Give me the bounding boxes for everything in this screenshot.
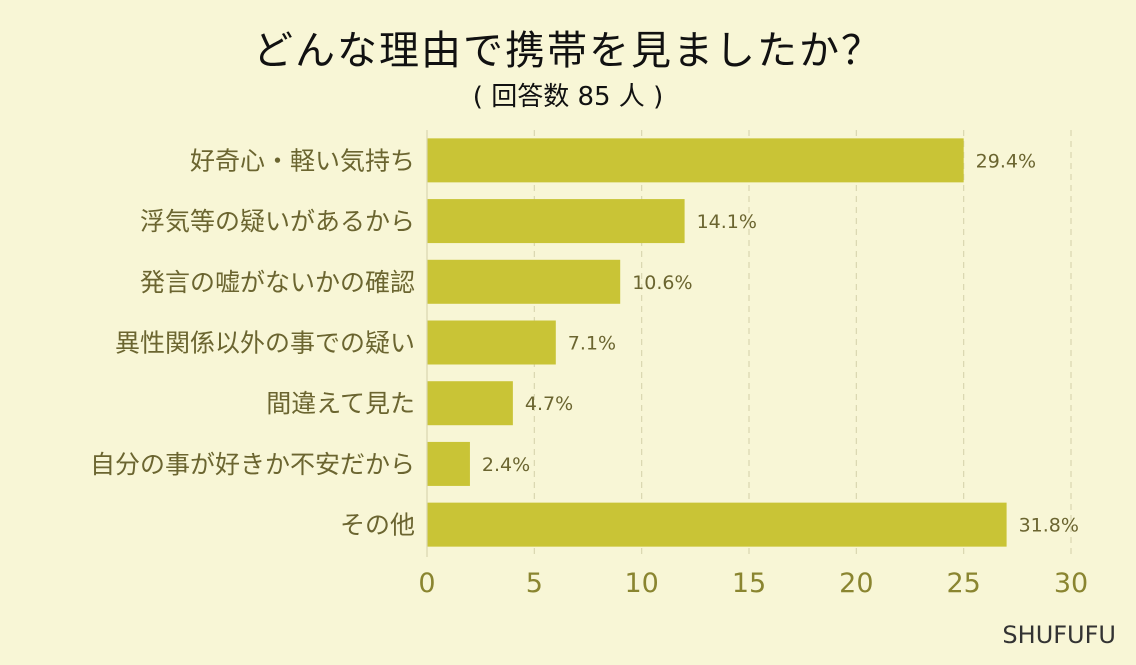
category-label: 自分の事が好きか不安だから: [90, 450, 415, 479]
x-tick-label: 20: [839, 568, 873, 599]
category-label: 発言の嘘がないかの確認: [140, 268, 415, 297]
x-tick-label: 25: [946, 568, 980, 599]
x-tick-label: 15: [732, 568, 766, 599]
category-label: 異性関係以外の事での疑い: [115, 329, 415, 358]
chart-subtitle: ( 回答数 85 人 ): [472, 82, 664, 112]
data-label: 4.7%: [525, 393, 573, 415]
chart-title: どんな理由で携帯を見ましたか？: [253, 28, 883, 74]
data-label: 10.6%: [632, 272, 692, 294]
category-label: その他: [340, 511, 415, 540]
category-label: 好奇心・軽い気持ち: [190, 146, 415, 175]
x-tick-label: 5: [526, 568, 543, 599]
x-tick-label: 30: [1054, 568, 1088, 599]
data-label: 2.4%: [482, 454, 530, 476]
bar: [427, 381, 513, 426]
bar: [427, 502, 1007, 547]
bar: [427, 441, 470, 486]
bar: [427, 199, 685, 244]
bar: [427, 320, 556, 365]
data-label: 14.1%: [697, 211, 757, 233]
bar: [427, 138, 964, 183]
category-label: 間違えて見た: [266, 389, 415, 418]
bar: [427, 259, 621, 304]
data-label: 29.4%: [976, 150, 1036, 172]
x-tick-label: 10: [624, 568, 658, 599]
x-tick-label: 0: [418, 568, 435, 599]
watermark: SHUFUFU: [1002, 621, 1116, 649]
data-label: 31.8%: [1019, 515, 1079, 537]
data-label: 7.1%: [568, 333, 616, 355]
category-label: 浮気等の疑いがあるから: [140, 207, 415, 236]
